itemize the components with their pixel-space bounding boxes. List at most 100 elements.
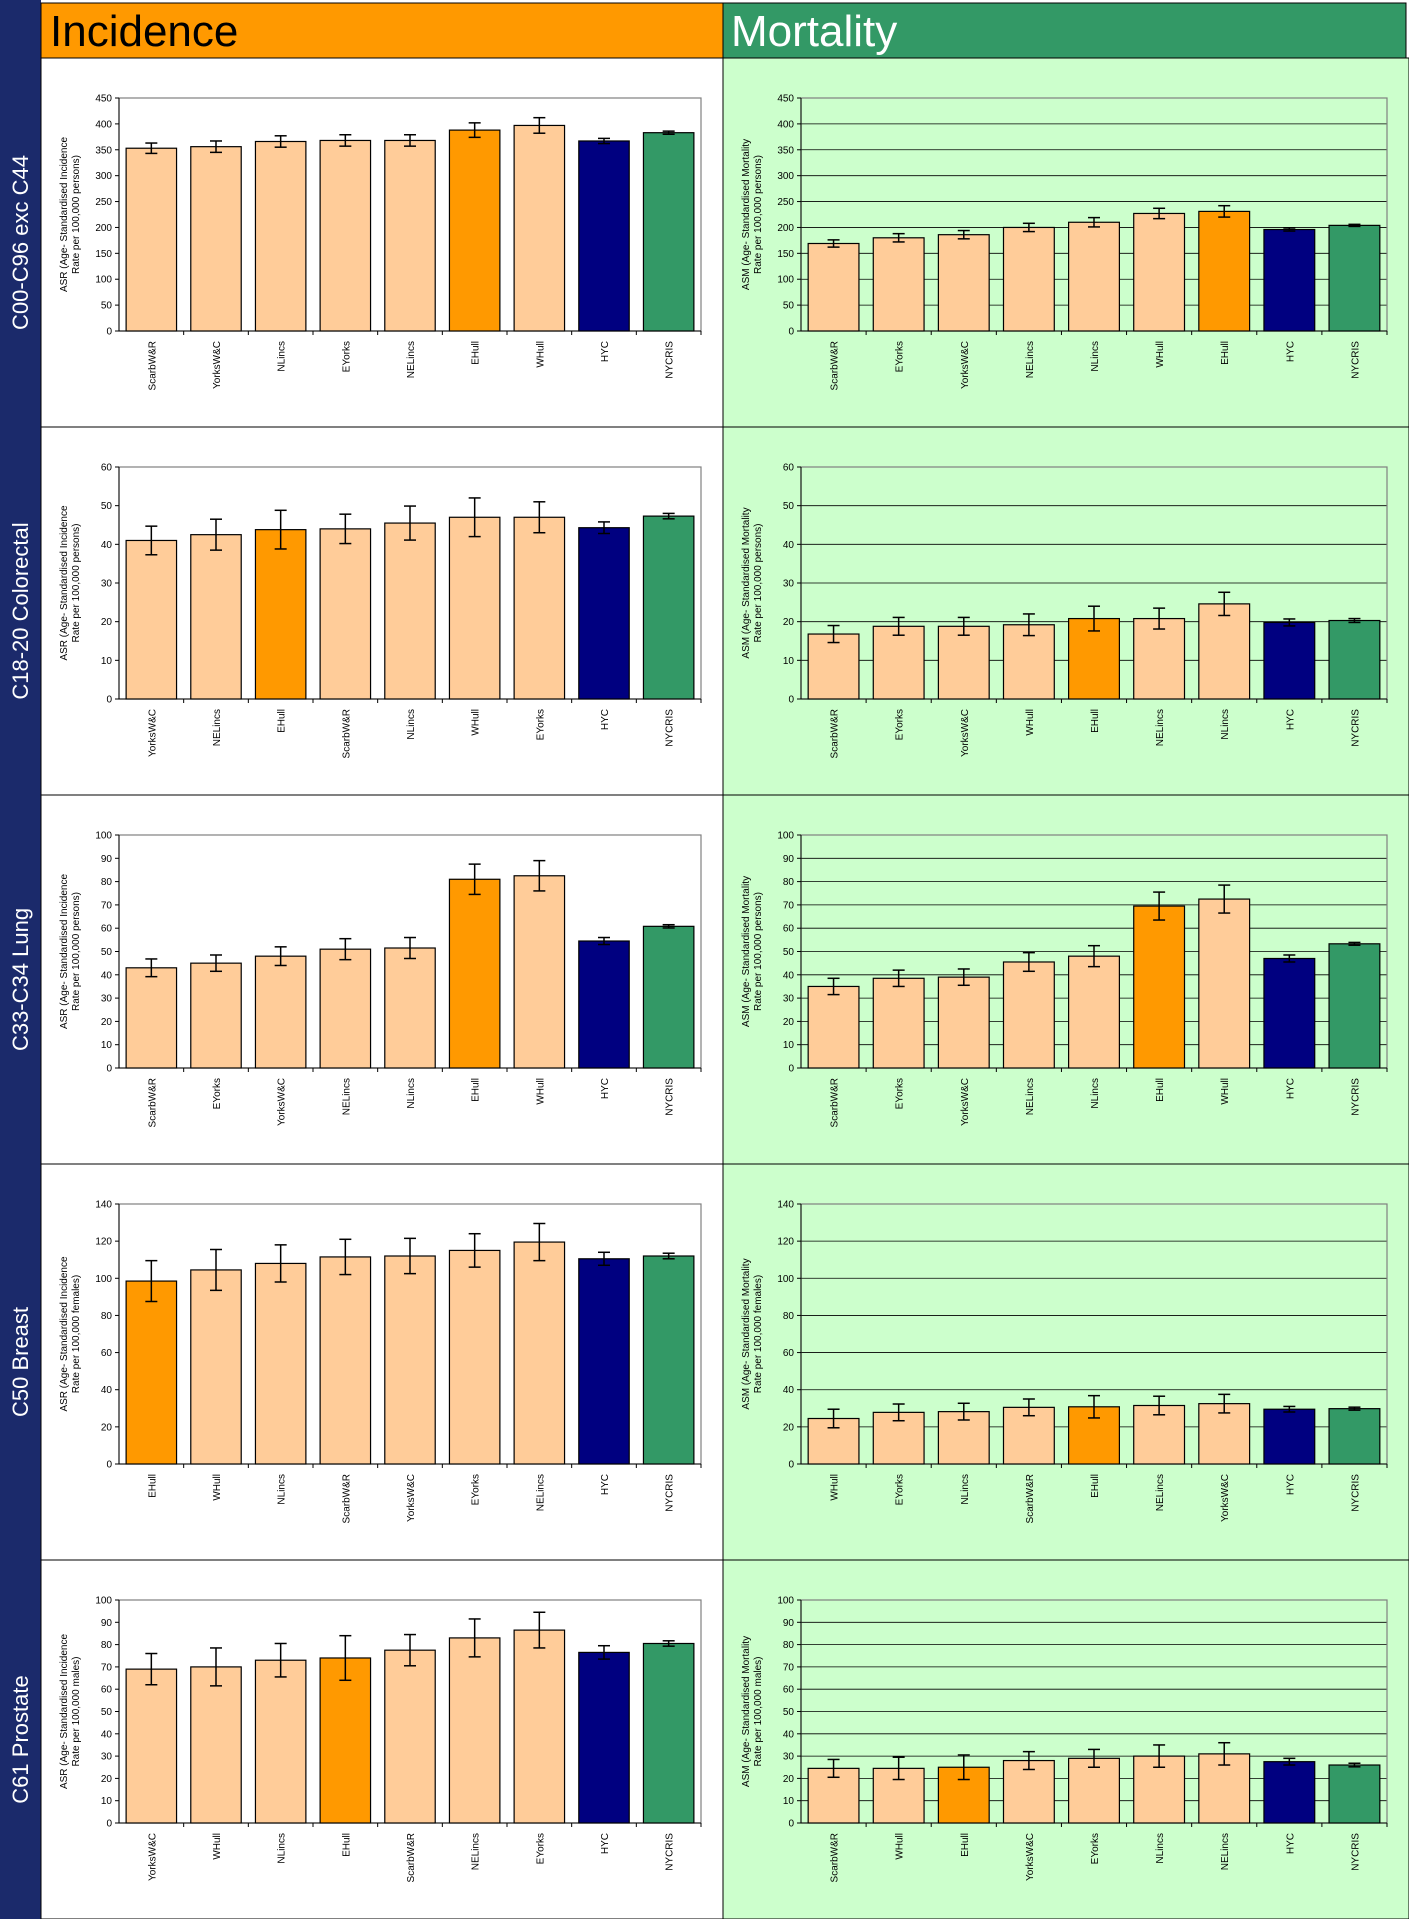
bar	[1328, 943, 1381, 1069]
x-category-label: ScarbW&R	[147, 1078, 158, 1127]
x-category-label: EHull	[1090, 1474, 1101, 1498]
y-tick-label: 50	[101, 301, 113, 312]
y-tick-label: 50	[783, 301, 795, 312]
x-category-label: NYCRIS	[1350, 1833, 1361, 1871]
x-category-label: EHull	[277, 709, 288, 733]
x-category-label: EHull	[1090, 709, 1101, 733]
header-corner	[0, 0, 41, 58]
chart-panel: 0 10 20 30 40 50 60 70 80 90 100 ASM (Age- Standard…	[722, 1559, 1409, 1919]
x-category-label: EYorks	[471, 1474, 482, 1505]
x-category-label: EYorks	[895, 1474, 906, 1505]
x-category-label: ScarbW&R	[830, 341, 841, 390]
y-tick-label: 100	[95, 1274, 112, 1285]
y-axis-label: ASR (Age- Standardised IncidenceRate per…	[59, 1634, 82, 1790]
bar	[578, 140, 630, 332]
x-category-label: HYC	[1285, 1833, 1296, 1854]
y-axis-label-line: ASR (Age- Standardised Incidence	[59, 1256, 70, 1412]
bar	[1198, 210, 1251, 332]
x-category-label: WHull	[471, 709, 482, 736]
bar	[642, 515, 695, 700]
x-category-label: HYC	[600, 1833, 611, 1854]
bar	[807, 985, 860, 1069]
y-tick-label: 0	[106, 695, 112, 706]
x-category-label: NLincs	[277, 1833, 288, 1864]
y-axis-label-line: Rate per 100,000 persons)	[753, 155, 764, 274]
y-tick-label: 200	[95, 223, 112, 234]
bar	[1068, 1757, 1120, 1824]
y-tick-label: 450	[777, 94, 794, 105]
bar	[190, 962, 242, 1069]
row-label: C18-20 Colorectal	[8, 522, 33, 699]
bar	[319, 1657, 372, 1824]
y-tick-label: 30	[101, 994, 113, 1005]
y-tick-label: 40	[101, 970, 113, 981]
y-tick-label: 60	[101, 1685, 113, 1696]
x-category-label: EYorks	[535, 1833, 546, 1864]
x-category-label: HYC	[600, 1078, 611, 1099]
y-tick-label: 40	[783, 970, 795, 981]
bar	[190, 1269, 242, 1465]
x-category-label: EHull	[960, 1833, 971, 1857]
y-tick-label: 70	[783, 1662, 795, 1673]
y-axis-label-line: Rate per 100,000 males)	[753, 1656, 764, 1766]
y-tick-label: 20	[783, 1017, 795, 1028]
row-label-background	[0, 1560, 41, 1919]
bar	[578, 527, 630, 700]
y-tick-label: 0	[788, 1064, 794, 1075]
x-category-label: HYC	[600, 1474, 611, 1495]
y-tick-label: 150	[95, 249, 112, 260]
x-category-label: NYCRIS	[665, 1078, 676, 1116]
y-axis-label-line: ASR (Age- Standardised Incidence	[59, 874, 70, 1030]
bar	[254, 1659, 307, 1824]
x-category-label: NELincs	[1025, 1078, 1036, 1115]
bar	[642, 1255, 695, 1465]
x-category-label: NELincs	[535, 1474, 546, 1511]
bar	[1002, 1406, 1055, 1465]
y-tick-label: 0	[106, 1064, 112, 1075]
x-category-label: NLincs	[1220, 709, 1231, 740]
y-tick-label: 140	[777, 1200, 794, 1211]
x-category-label: EHull	[1220, 341, 1231, 365]
x-category-label: ScarbW&R	[830, 709, 841, 758]
chart-panel: 0 50 100 150 200 250 300 350 400 450 ASM (Age- Sta…	[722, 57, 1409, 428]
row-label-background	[0, 58, 41, 427]
y-tick-label: 100	[95, 275, 112, 286]
bar	[254, 529, 307, 700]
mortality-header-background	[722, 2, 1407, 59]
y-tick-label: 70	[783, 900, 795, 911]
y-tick-label: 300	[95, 171, 112, 182]
x-category-label: ScarbW&R	[830, 1833, 841, 1882]
y-tick-label: 50	[101, 501, 113, 512]
x-category-label: NELincs	[471, 1833, 482, 1870]
x-category-label: NELincs	[1220, 1833, 1231, 1870]
bar	[513, 516, 566, 700]
x-category-label: NLincs	[406, 1078, 417, 1109]
y-axis-label-line: Rate per 100,000 persons)	[71, 524, 82, 643]
bar	[1328, 224, 1381, 332]
y-tick-label: 20	[783, 617, 795, 628]
x-category-label: NELincs	[1155, 1474, 1166, 1511]
x-category-label: EYorks	[212, 1078, 223, 1109]
y-axis-label-line: ASR (Age- Standardised Incidence	[59, 137, 70, 293]
x-category-label: ScarbW&R	[830, 1078, 841, 1127]
y-tick-label: 250	[95, 197, 112, 208]
x-category-label: NLincs	[406, 709, 417, 740]
bar	[254, 1262, 307, 1465]
y-tick-label: 60	[783, 1348, 795, 1359]
x-category-label: YorksW&C	[960, 709, 971, 757]
y-axis-label-line: Rate per 100,000 persons)	[753, 524, 764, 643]
bar	[513, 1241, 566, 1465]
y-tick-label: 20	[101, 617, 113, 628]
y-axis-label: ASM (Age- Standardised MortalityRate per…	[741, 876, 764, 1027]
x-category-label: WHull	[1220, 1078, 1231, 1105]
bar	[937, 625, 990, 700]
x-category-label: EHull	[1155, 1078, 1166, 1102]
bar	[190, 146, 242, 332]
bar	[1263, 957, 1316, 1069]
y-tick-label: 40	[783, 1385, 795, 1396]
y-tick-label: 100	[777, 831, 794, 842]
bar	[1133, 212, 1186, 332]
x-category-label: WHull	[830, 1474, 841, 1501]
bar	[384, 139, 436, 332]
